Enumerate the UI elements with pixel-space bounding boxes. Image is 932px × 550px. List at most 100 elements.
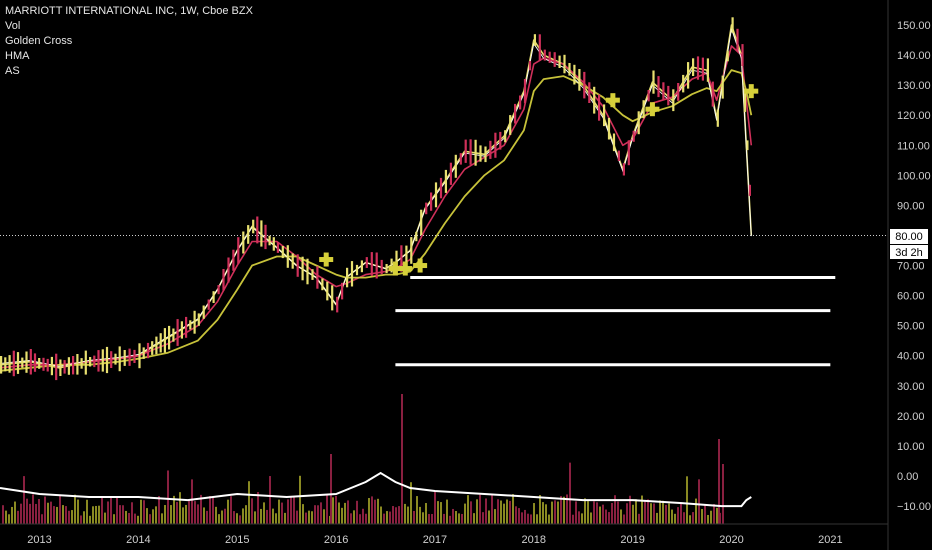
volume-bar — [659, 500, 661, 524]
volume-bar — [593, 501, 595, 524]
symbol-title[interactable]: MARRIOTT INTERNATIONAL INC, 1W, Cboe BZX — [5, 5, 253, 17]
volume-bar — [644, 501, 646, 524]
volume-bar — [152, 509, 154, 524]
price-axis[interactable]: 150.00 140.00 130.00 120.00 110.00 100.00 90.0… — [897, 20, 931, 513]
volume-bar — [155, 506, 157, 524]
price-candle — [692, 58, 695, 76]
volume-bar — [17, 510, 19, 524]
volume-bar — [596, 502, 598, 524]
price-candle — [514, 103, 517, 124]
y-tick-label: 50.00 — [897, 321, 925, 333]
volume-bar — [86, 499, 88, 524]
price-badge-label: 80.00 — [895, 231, 923, 243]
volume-bar — [176, 502, 178, 524]
volume-bar — [422, 512, 424, 524]
volume-bar — [542, 502, 544, 524]
volume-bar — [65, 506, 67, 524]
y-tick-label: 90.00 — [897, 200, 925, 212]
price-candle — [454, 154, 457, 178]
volume-bar — [629, 495, 631, 524]
volume-bar — [47, 502, 49, 524]
price-candle — [390, 258, 393, 273]
volume-bar — [248, 481, 250, 524]
volume-bar — [713, 504, 715, 524]
volume-bar — [311, 511, 313, 524]
price-candle — [731, 17, 734, 33]
volume-bar — [650, 503, 652, 524]
price-candle — [25, 351, 28, 373]
volume-bar — [374, 499, 376, 524]
volume-bar — [158, 496, 160, 524]
volume-bar — [707, 514, 709, 524]
volume-bar — [308, 510, 310, 524]
price-candle — [97, 350, 100, 372]
price-candle — [232, 249, 235, 271]
volume-bar — [305, 512, 307, 524]
price-candle — [331, 285, 334, 311]
volume-bar — [518, 508, 520, 524]
volume-bar — [116, 497, 118, 524]
price-candle — [711, 81, 714, 107]
price-candle — [50, 356, 53, 376]
price-candle — [286, 245, 289, 268]
volume-bar — [491, 495, 493, 524]
price-candle — [622, 163, 625, 176]
volume-bar — [275, 513, 277, 524]
volume-bar — [494, 509, 496, 524]
price-candle — [176, 319, 179, 346]
volume-bar — [314, 505, 316, 524]
study-label-vol[interactable]: Vol — [5, 20, 21, 32]
volume-bar — [398, 506, 400, 524]
volume-bar — [686, 476, 688, 524]
volume-bar — [71, 510, 73, 524]
volume-bar — [182, 507, 184, 524]
price-candle — [553, 52, 556, 67]
price-candle — [321, 278, 324, 291]
y-tick-label: 120.00 — [897, 110, 931, 122]
volume-bar — [554, 500, 556, 524]
volume-bar — [449, 515, 451, 524]
study-label-hma[interactable]: HMA — [5, 50, 30, 62]
volume-bar — [647, 499, 649, 524]
price-candle — [721, 75, 724, 99]
volume-bar — [377, 498, 379, 524]
price-candle — [341, 282, 344, 300]
volume-bar — [413, 510, 415, 524]
volume-bar — [92, 506, 94, 524]
price-candle — [499, 131, 502, 150]
price-candle — [385, 264, 388, 274]
price-candle — [484, 146, 487, 163]
time-axis[interactable]: 2013 2014 2015 2016 2017 2018 2019 2020 2021 — [27, 534, 842, 546]
y-tick-label: 20.00 — [897, 411, 925, 423]
volume-bar — [455, 511, 457, 524]
price-candle — [662, 82, 665, 100]
study-label-golden-cross[interactable]: Golden Cross — [5, 35, 73, 47]
price-candle — [291, 253, 294, 269]
volume-bar — [62, 505, 64, 524]
volume-bar — [221, 510, 223, 524]
volume-bar — [206, 510, 208, 524]
volume-bar — [524, 509, 526, 524]
volume-bar — [632, 504, 634, 524]
volume-bar — [35, 503, 37, 524]
x-tick-label: 2015 — [225, 534, 249, 546]
study-label-as[interactable]: AS — [5, 65, 20, 77]
price-candle — [459, 153, 462, 165]
price-candle — [185, 316, 188, 338]
price-candle — [355, 264, 359, 276]
volume-bar — [407, 506, 409, 524]
volume-bar — [602, 504, 604, 524]
price-candle — [439, 177, 443, 199]
countdown-label: 3d 2h — [895, 247, 923, 259]
volume-bar — [119, 505, 121, 524]
volume-bar — [170, 505, 172, 524]
volume-bar — [284, 512, 286, 524]
volume-bar — [218, 514, 220, 524]
price-candle — [301, 256, 304, 281]
golden-cross-marker — [645, 102, 660, 117]
volume-bar — [371, 496, 373, 524]
volume-bar — [476, 499, 478, 524]
volume-bar — [497, 499, 499, 524]
volume-bar — [203, 507, 205, 524]
